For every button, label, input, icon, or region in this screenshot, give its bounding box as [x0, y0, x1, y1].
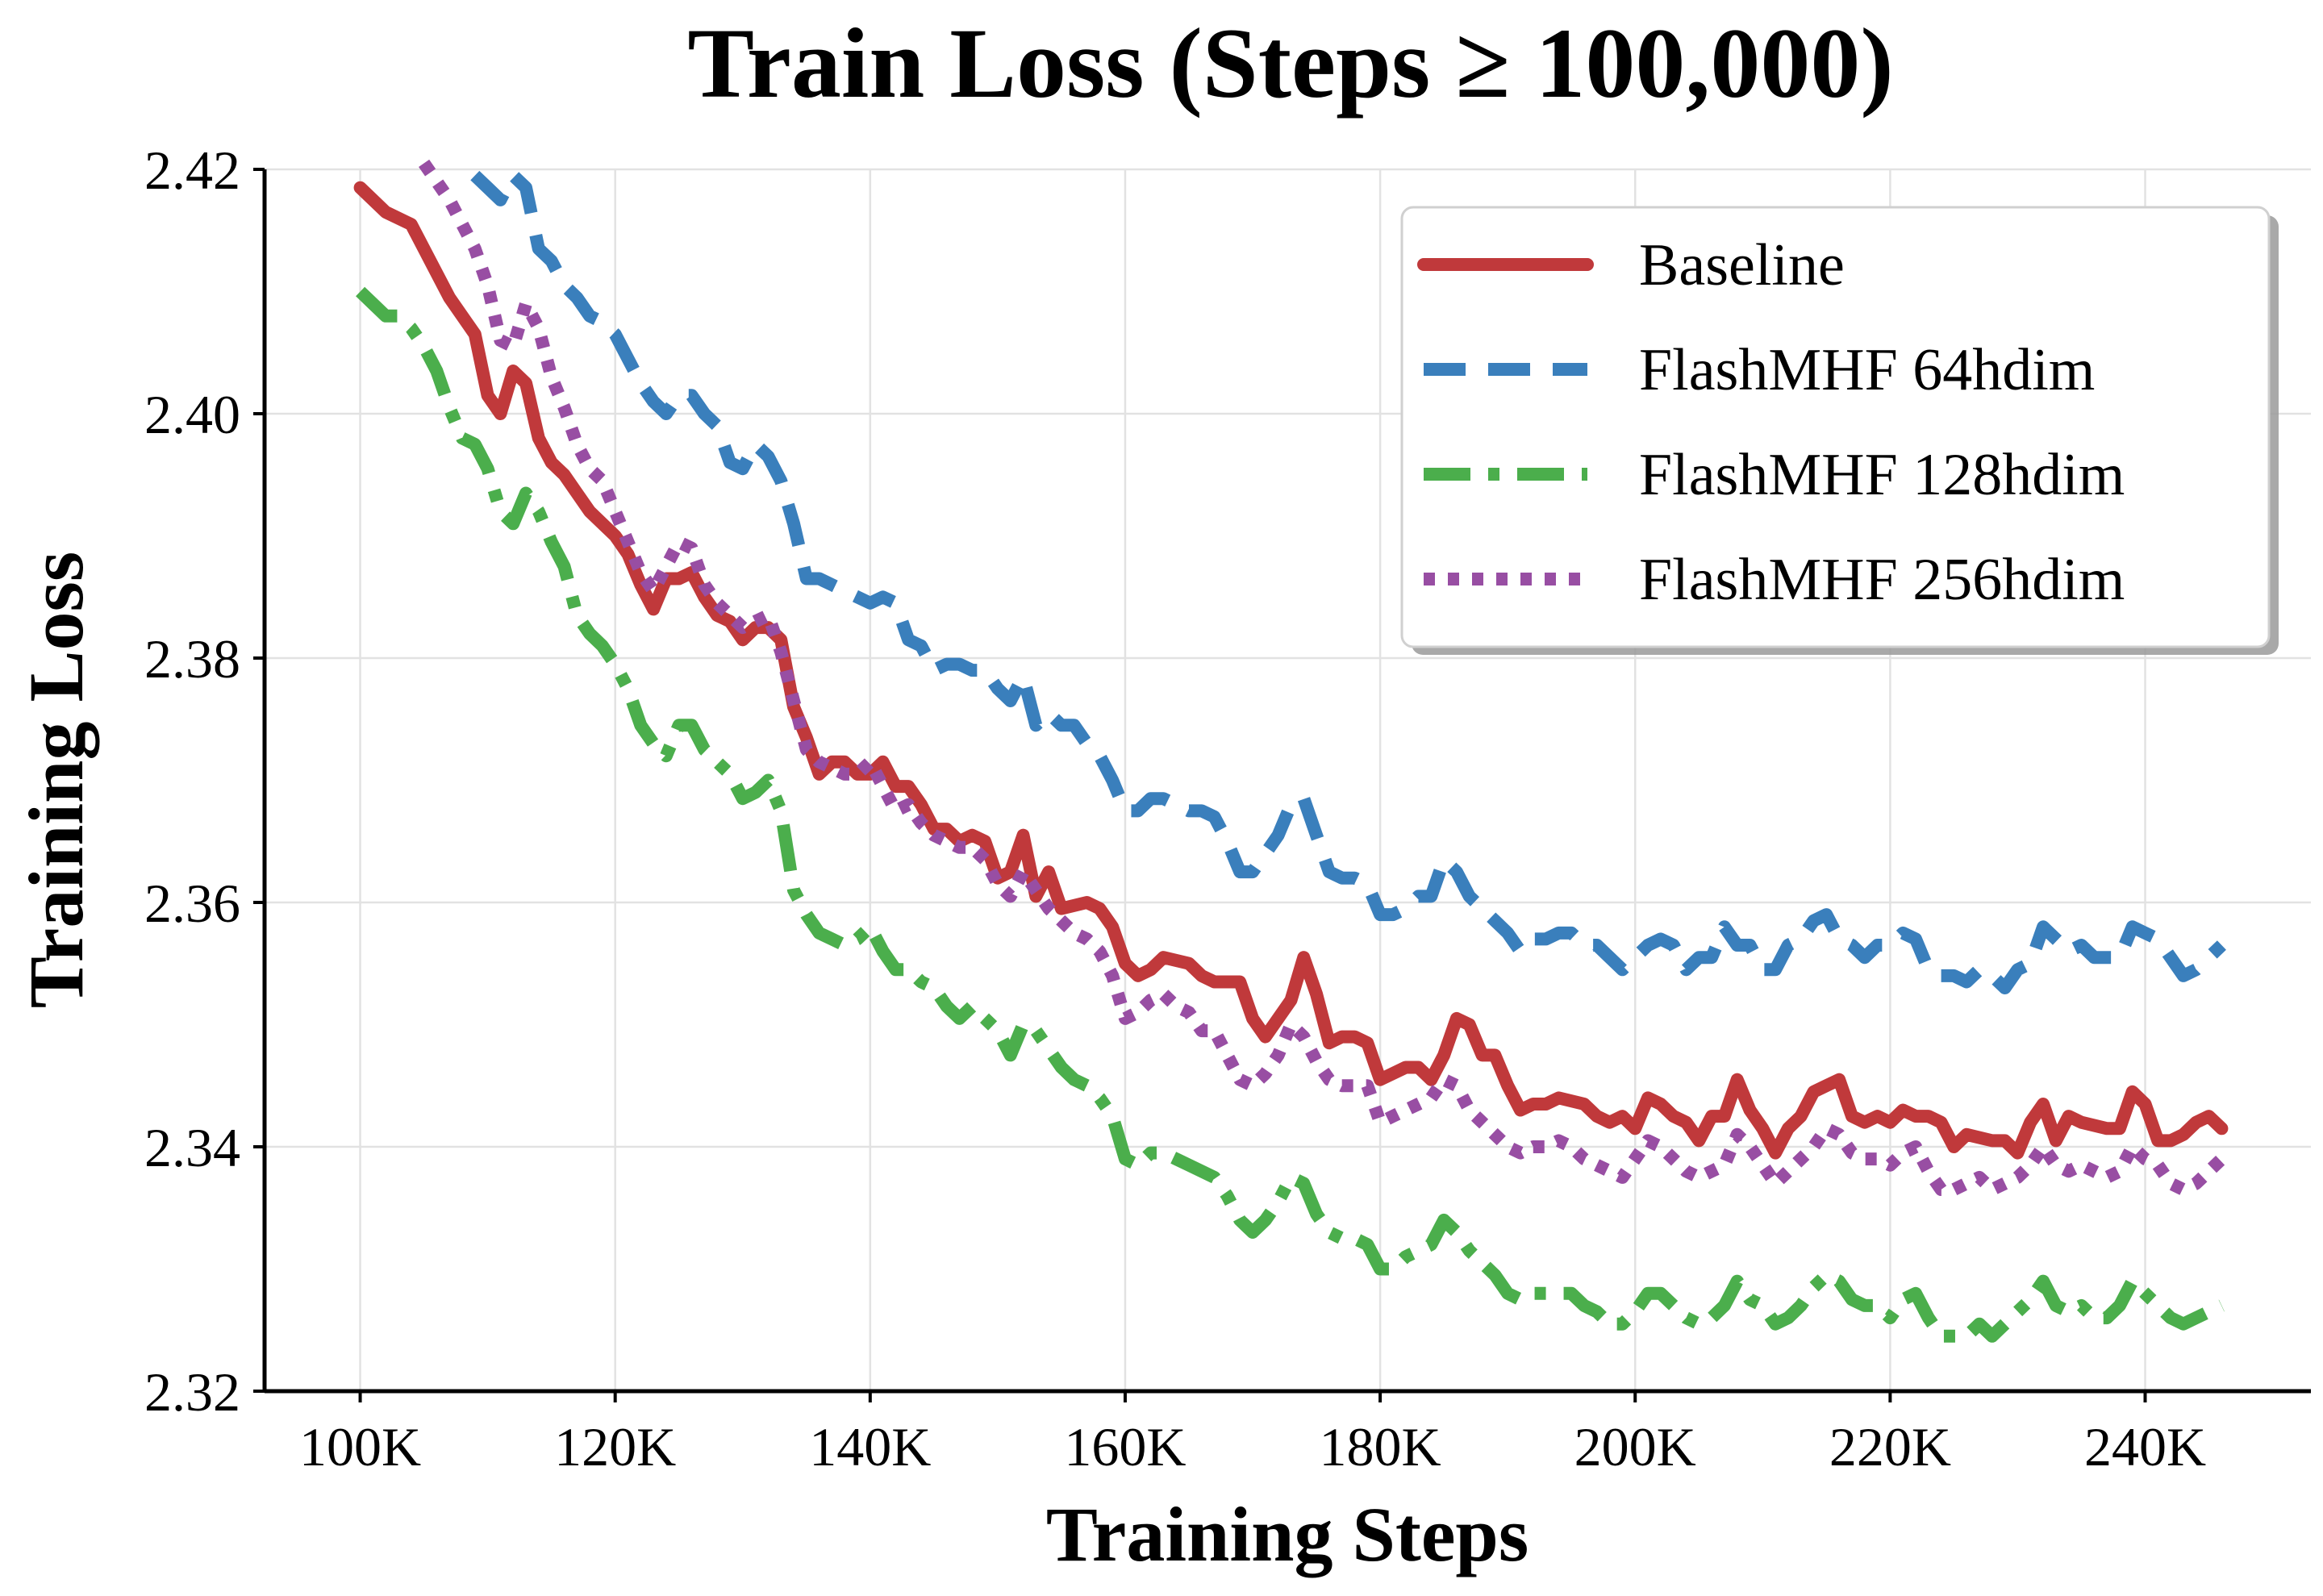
chart-title: Train Loss (Steps ≥ 100,000) — [687, 8, 1893, 119]
plot-series — [353, 159, 2229, 1343]
legend-label: FlashMHF 128hdim — [1639, 442, 2125, 508]
legend-box — [1400, 206, 2271, 648]
axis-ticks: 100K 120K 140K 160K 180K 200K 220K 240K 2.32 2.34… — [144, 140, 2206, 1477]
series-line-flashmhf-256hdim — [419, 159, 2226, 1196]
x-tick-label: 200K — [1574, 1416, 1696, 1477]
legend-label: FlashMHF 64hdim — [1639, 337, 2095, 403]
axes — [262, 169, 2311, 1394]
x-tick-label: 100K — [299, 1416, 421, 1477]
y-tick-label: 2.42 — [144, 140, 240, 201]
legend-label: FlashMHF 256hdim — [1639, 547, 2125, 613]
legend: Baseline FlashMHF 64hdim FlashMHF 128hdim F… — [1400, 206, 2279, 655]
y-tick-label: 2.36 — [144, 873, 240, 934]
legend-items: Baseline FlashMHF 64hdim FlashMHF 128hdim F… — [1417, 232, 2125, 613]
y-tick-label: 2.32 — [144, 1361, 240, 1423]
x-tick-label: 240K — [2084, 1416, 2206, 1477]
x-tick-label: 120K — [554, 1416, 676, 1477]
x-tick-label: 180K — [1320, 1416, 1441, 1477]
y-axis-label: Training Loss — [13, 552, 99, 1008]
x-tick-label: 140K — [809, 1416, 931, 1477]
x-axis-label: Training Steps — [1046, 1491, 1529, 1577]
y-tick-label: 2.40 — [144, 384, 240, 445]
x-tick-label: 160K — [1064, 1416, 1186, 1477]
series-line-flashmhf-64hdim — [470, 169, 2226, 994]
legend-label: Baseline — [1639, 232, 1845, 298]
x-tick-label: 220K — [1829, 1416, 1951, 1477]
y-tick-label: 2.38 — [144, 628, 240, 690]
series-line-flashmhf-128hdim — [356, 286, 2225, 1343]
series-line-baseline — [353, 181, 2229, 1160]
y-tick-label: 2.34 — [144, 1117, 240, 1178]
